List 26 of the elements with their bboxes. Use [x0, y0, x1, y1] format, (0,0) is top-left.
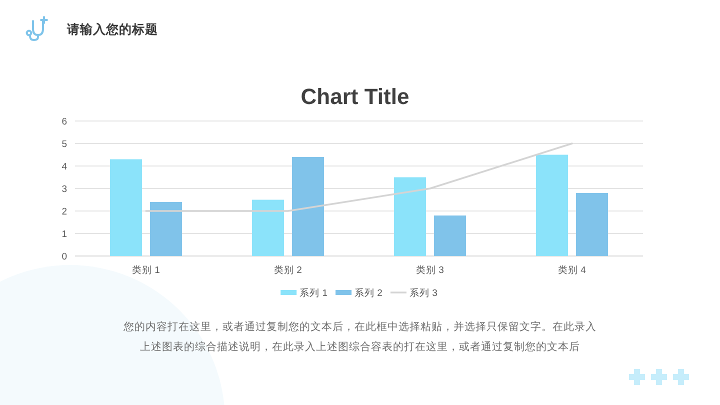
y-tick-label: 3 [62, 184, 67, 195]
bar [150, 202, 182, 256]
bar [252, 200, 284, 256]
text: 请输入您的标题 [66, 22, 158, 36]
text: 上述图表的综合描述说明，在此录入上述图综合容表的打在这里，或者通过复制您的文本后 [140, 340, 580, 355]
text: 您的内容打在这里，或者通过复制您的文本后，在此框中选择粘贴，并选择只保留文字。在此录入 [124, 320, 596, 335]
legend-label: 系列 3 [409, 287, 438, 299]
y-tick-label: 0 [62, 252, 67, 262]
y-tick-label: 6 [62, 116, 67, 128]
x-tick-label: 类别 1 [132, 264, 160, 276]
chart-title: Chart Title [300, 84, 410, 109]
y-tick-label: 5 [62, 139, 67, 150]
legend-label: 系列 1 [300, 287, 328, 299]
y-tick-label: 2 [62, 206, 67, 218]
y-tick-label: 1 [62, 229, 67, 240]
bar [434, 216, 466, 256]
x-tick-label: 类别 3 [416, 264, 444, 276]
bar [394, 177, 426, 256]
bar [292, 157, 324, 256]
legend-label: 系列 2 [354, 287, 382, 299]
x-tick-label: 类别 4 [558, 264, 586, 276]
x-tick-label: 类别 2 [274, 264, 302, 276]
bar [110, 159, 142, 256]
y-tick-label: 4 [62, 162, 67, 172]
bar [536, 154, 568, 256]
bar [576, 193, 608, 256]
